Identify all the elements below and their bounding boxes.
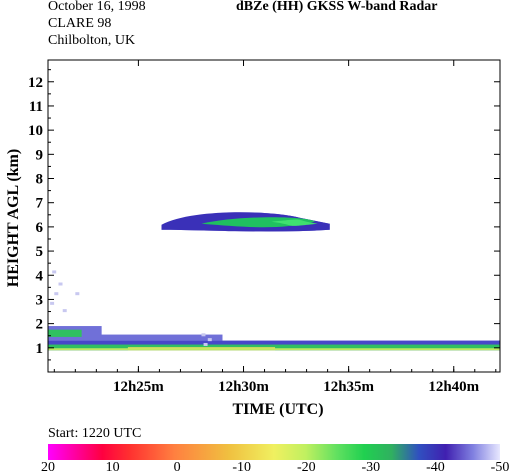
echo-speck [207,338,212,342]
x-tick-label: 12h40m [428,379,479,395]
x-tick-label: 12h30m [218,379,269,395]
mid-cloud-peak [271,219,318,226]
y-tick-label: 2 [36,317,44,333]
low-cloud-base [48,348,500,351]
x-tick-label: 12h25m [113,379,164,395]
y-tick-label: 3 [36,292,44,308]
start-time-label: Start: 1220 UTC [48,426,142,441]
y-tick-label: 4 [36,268,44,284]
left-echo-core [48,329,82,337]
color-scale-label: 0 [173,460,181,475]
echo-speck [201,333,206,337]
echo-speck [75,292,80,296]
color-scale-bar [48,444,500,460]
color-scale-label: 20 [41,460,55,475]
echo-speck [62,309,67,313]
mid-cloud-core [201,217,315,228]
y-axis-title: HEIGHT AGL (km) [5,149,22,287]
campaign-label: CLARE 98 [48,16,112,31]
y-tick-label: 8 [36,172,44,188]
echo-speck [58,282,63,286]
chart-title: dBZe (HH) GKSS W-band Radar [236,0,438,14]
color-scale-label: -40 [426,460,445,475]
color-scale-label: -50 [490,460,509,475]
y-tick-label: 12 [28,75,43,91]
echo-speck [54,292,59,296]
color-scale-label: -30 [361,460,381,475]
location-label: Chilbolton, UK [48,33,136,48]
echo-speck [203,342,208,346]
header-meta: October 16, 1998 CLARE 98 Chilbolton, UK [48,0,146,49]
echo-speck [52,270,57,274]
x-tick-label: 12h35m [323,379,374,395]
plot-frame [47,59,501,373]
plot-area [48,212,500,351]
y-tick-label: 9 [36,147,44,163]
low-cloud-top-ripple [96,334,223,341]
y-tick-label: 11 [29,99,43,115]
x-axis-title: TIME (UTC) [232,401,323,418]
color-scale-label: -20 [296,460,316,475]
y-tick-label: 10 [28,123,43,139]
y-tick-label: 5 [36,244,44,260]
y-tick-label: 7 [36,196,44,212]
echo-speck [50,301,55,305]
date-label: October 16, 1998 [48,0,146,14]
y-tick-label: 6 [36,220,44,236]
color-scale-label: -10 [232,460,252,475]
color-scale-label: 10 [105,460,120,475]
y-tick-label: 1 [36,341,44,357]
